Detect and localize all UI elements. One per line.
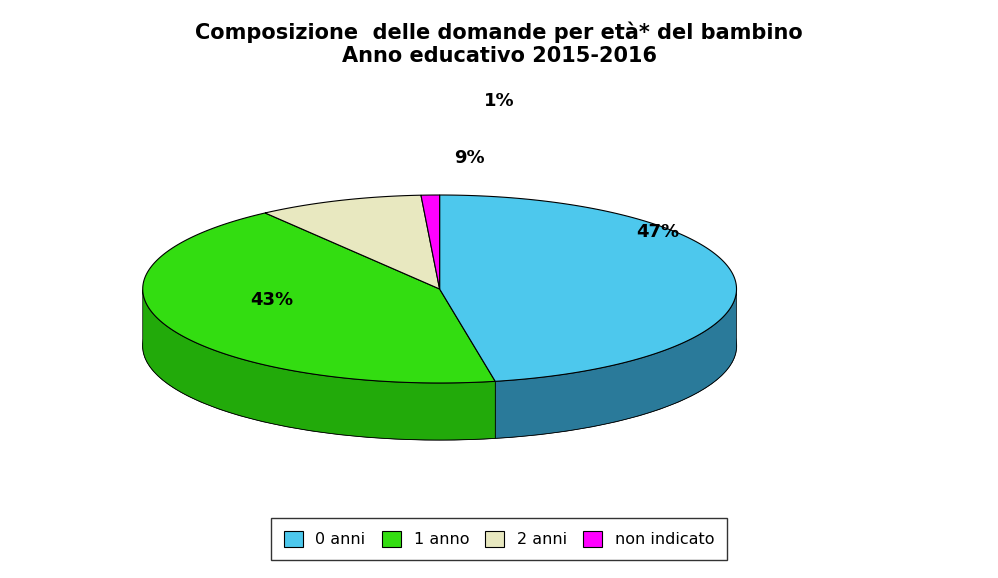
Polygon shape — [440, 289, 495, 438]
Polygon shape — [440, 289, 495, 438]
Text: 43%: 43% — [250, 291, 293, 309]
Text: Composizione  delle domande per età* del bambino
Anno educativo 2015-2016: Composizione delle domande per età* del … — [196, 21, 802, 66]
Ellipse shape — [143, 252, 737, 440]
Text: 9%: 9% — [454, 149, 485, 167]
Legend: 0 anni, 1 anno, 2 anni, non indicato: 0 anni, 1 anno, 2 anni, non indicato — [270, 518, 728, 560]
Polygon shape — [265, 195, 440, 289]
Polygon shape — [143, 290, 495, 440]
Polygon shape — [421, 195, 440, 289]
Text: 1%: 1% — [484, 92, 514, 110]
Text: 47%: 47% — [636, 223, 679, 241]
Polygon shape — [143, 213, 495, 383]
Polygon shape — [495, 289, 737, 438]
Polygon shape — [440, 195, 737, 381]
